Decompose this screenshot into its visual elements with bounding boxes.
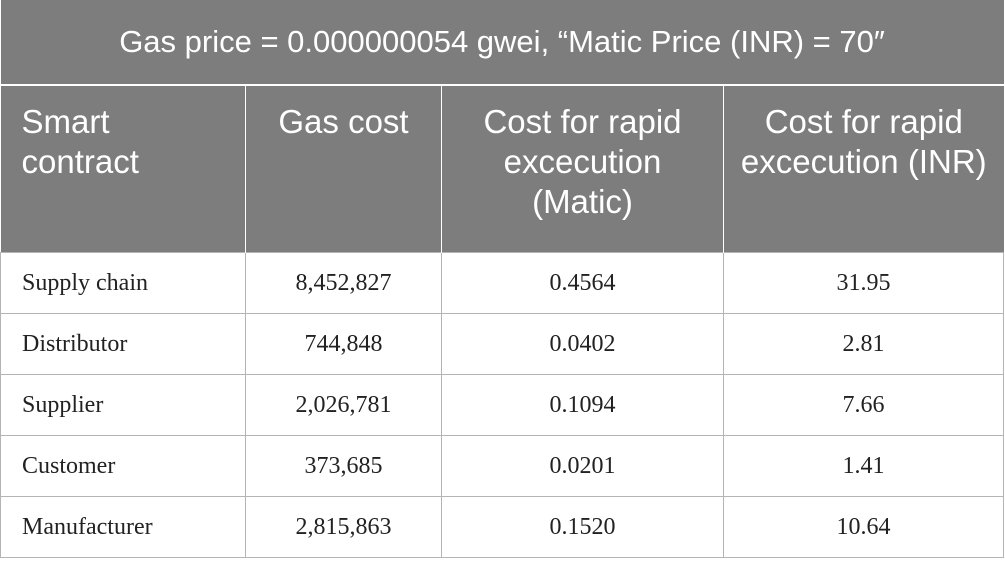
table-row: Manufacturer 2,815,863 0.1520 10.64	[0, 496, 1005, 558]
cell-contract: Manufacturer	[0, 496, 246, 558]
header-cost-matic: Cost for rapid excecution (Matic)	[441, 85, 724, 253]
cell-gas-cost: 373,685	[245, 435, 442, 497]
cell-gas-cost: 2,815,863	[245, 496, 442, 558]
table-title: Gas price = 0.000000054 gwei, “Matic Pri…	[0, 0, 1004, 86]
cell-cost-inr: 2.81	[722, 313, 1005, 375]
header-cost-inr: Cost for rapid excecution (INR)	[722, 85, 1004, 253]
cell-contract: Supply chain	[0, 252, 246, 314]
cell-cost-matic: 0.0402	[441, 313, 724, 375]
cell-gas-cost: 2,026,781	[245, 374, 442, 436]
table-row: Customer 373,685 0.0201 1.41	[0, 435, 1005, 497]
cell-contract: Distributor	[0, 313, 246, 375]
cell-cost-inr: 7.66	[722, 374, 1005, 436]
cell-cost-matic: 0.1094	[441, 374, 724, 436]
cell-gas-cost: 744,848	[245, 313, 442, 375]
header-gas-cost: Gas cost	[245, 85, 442, 253]
cell-contract: Supplier	[0, 374, 246, 436]
cell-cost-inr: 31.95	[722, 252, 1005, 314]
cell-contract: Customer	[0, 435, 246, 497]
cell-cost-matic: 0.0201	[441, 435, 724, 497]
cell-gas-cost: 8,452,827	[245, 252, 442, 314]
cell-cost-matic: 0.1520	[441, 496, 724, 558]
table-row: Supplier 2,026,781 0.1094 7.66	[0, 374, 1005, 436]
cell-cost-inr: 10.64	[722, 496, 1005, 558]
cell-cost-matic: 0.4564	[441, 252, 724, 314]
table-row: Supply chain 8,452,827 0.4564 31.95	[0, 252, 1005, 314]
table-title-row: Gas price = 0.000000054 gwei, “Matic Pri…	[0, 0, 1004, 86]
header-smart-contract: Smart contract	[0, 85, 246, 253]
cell-cost-inr: 1.41	[722, 435, 1005, 497]
table-header-row: Smart contract Gas cost Cost for rapid e…	[0, 85, 1004, 253]
table-row: Distributor 744,848 0.0402 2.81	[0, 313, 1005, 375]
